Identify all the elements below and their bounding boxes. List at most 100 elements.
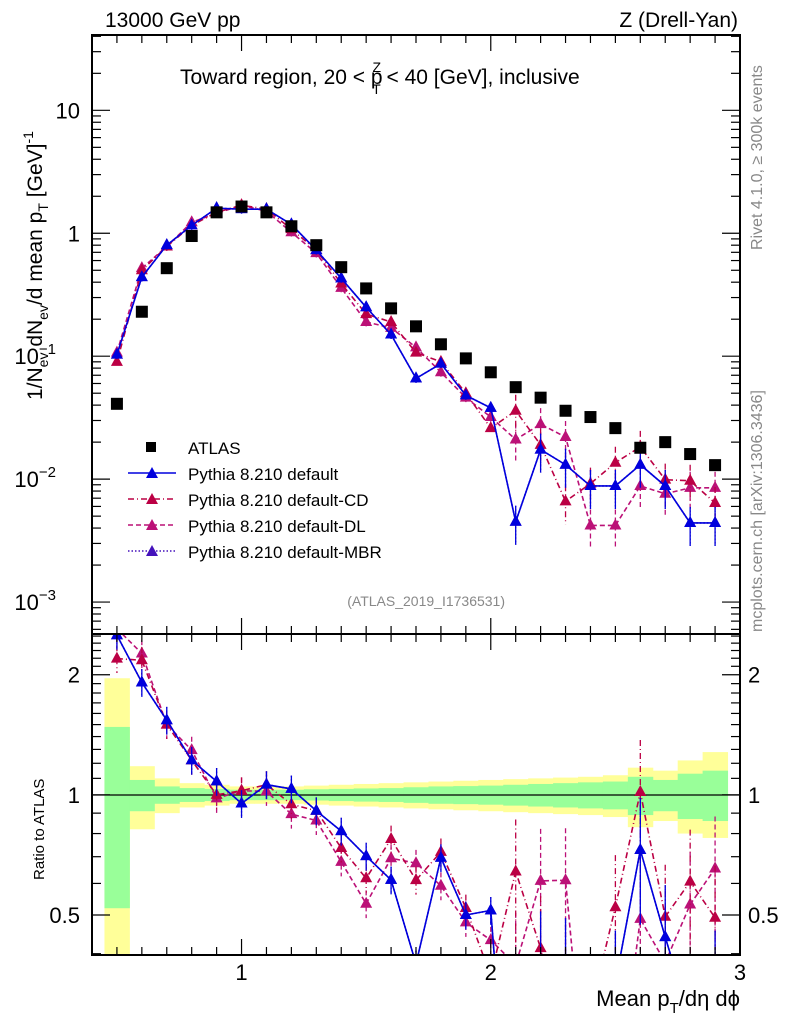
legend-item: Pythia 8.210 default-DL <box>128 517 366 536</box>
point-pythia-8-210-default-cd <box>110 354 123 366</box>
ratio-point-pythia-8-210-default <box>410 957 422 968</box>
point-atlas <box>135 305 148 318</box>
legend-marker-triangle <box>146 519 158 530</box>
ratio-point-pythia-8-210-default <box>135 675 148 687</box>
y-tick-label: 10−2 <box>14 464 56 492</box>
ratio-point-pythia-8-210-default-cd <box>135 653 148 665</box>
point-pythia-8-210-default <box>534 442 547 454</box>
ratio-point-pythia-8-210-default-dl <box>659 956 671 967</box>
ratio-point-pythia-8-210-default-dl <box>434 878 447 890</box>
ratio-y-tick-label-left: 1 <box>68 783 80 808</box>
title-sub: T <box>372 81 381 97</box>
ratio-point-pythia-8-210-default-mbr <box>709 976 721 987</box>
header-process-label: Z (Drell-Yan) <box>619 9 738 32</box>
legend-label: Pythia 8.210 default-DL <box>188 517 366 536</box>
rivet-version-label: Rivet 4.1.0, ≥ 300k events <box>749 65 766 250</box>
point-pythia-8-210-default-cd <box>135 263 148 275</box>
point-atlas <box>434 338 447 351</box>
ratio-point-pythia-8-210-default <box>385 872 398 884</box>
point-pythia-8-210-default <box>559 457 572 469</box>
point-pythia-8-210-default <box>609 478 622 490</box>
point-pythia-8-210-default-dl <box>509 432 522 444</box>
point-pythia-8-210-default-dl <box>559 430 572 442</box>
point-pythia-8-210-default <box>160 238 173 250</box>
point-pythia-8-210-default <box>335 271 348 283</box>
point-atlas <box>185 230 198 243</box>
point-pythia-8-210-default <box>459 388 472 400</box>
x-tick-label: 1 <box>235 960 247 985</box>
ratio-point-pythia-8-210-default-cd <box>235 783 248 795</box>
ratio-point-pythia-8-210-default-dl <box>684 897 697 909</box>
point-pythia-8-210-default <box>185 218 198 230</box>
ratio-point-pythia-8-210-default <box>634 842 647 854</box>
ratio-point-pythia-8-210-default-mbr <box>684 1012 696 1023</box>
point-atlas <box>235 200 248 213</box>
point-pythia-8-210-default <box>709 515 722 527</box>
ratio-line-pythia-8-210-default-cd <box>116 657 716 955</box>
ratio-point-pythia-8-210-default-mbr <box>535 956 547 967</box>
point-pythia-8-210-default <box>659 478 672 490</box>
point-pythia-8-210-default <box>484 400 497 412</box>
point-atlas <box>459 352 472 365</box>
ratio-point-pythia-8-210-default <box>684 1012 696 1023</box>
point-pythia-8-210-default <box>509 514 522 526</box>
ratio-point-pythia-8-210-default <box>185 753 198 765</box>
ratio-point-pythia-8-210-default <box>659 930 672 942</box>
point-pythia-8-210-default-dl <box>534 417 547 429</box>
point-pythia-8-210-default-cd <box>360 307 373 319</box>
band-green-stat-bin <box>677 773 704 820</box>
legend-label: Pythia 8.210 default <box>188 465 339 484</box>
point-pythia-8-210-default-dl <box>360 314 373 326</box>
ratio-point-pythia-8-210-default-dl <box>385 851 398 863</box>
ratio-point-pythia-8-210-default-dl <box>335 854 348 866</box>
ratio-point-pythia-8-210-default-dl <box>285 807 298 819</box>
x-tick-label: 3 <box>734 960 746 985</box>
ratio-point-pythia-8-210-default-cd <box>360 871 373 883</box>
point-atlas <box>385 302 398 315</box>
legend-item: Pythia 8.210 default-CD <box>128 491 369 510</box>
point-atlas <box>110 397 123 410</box>
point-pythia-8-210-default <box>684 515 697 527</box>
point-atlas <box>509 381 522 394</box>
ratio-point-pythia-8-210-default <box>285 781 298 793</box>
point-pythia-8-210-default <box>110 347 123 359</box>
ratio-point-pythia-8-210-default-mbr <box>410 957 422 968</box>
legend-marker-triangle <box>146 467 158 478</box>
point-pythia-8-210-default <box>360 300 373 312</box>
header-energy-label: 13000 GeV pp <box>105 9 240 32</box>
ratio-point-pythia-8-210-default-mbr <box>609 976 621 987</box>
analysis-id-label: (ATLAS_2019_I1736531) <box>347 593 505 609</box>
legend-item: Pythia 8.210 default <box>128 465 339 484</box>
point-atlas <box>484 366 497 379</box>
point-atlas <box>310 239 323 252</box>
point-atlas <box>534 391 547 404</box>
mcplots-credit-label: mcplots.cern.ch [arXiv:1306.3436] <box>749 390 766 632</box>
point-atlas <box>659 436 672 449</box>
y-tick-label: 10−1 <box>14 341 56 369</box>
ratio-y-tick-label-right: 1 <box>748 783 760 808</box>
legend-label: Pythia 8.210 default-CD <box>188 491 369 510</box>
point-pythia-8-210-default-dl <box>584 518 597 530</box>
legend: ATLAS Pythia 8.210 default Pythia 8.210 de… <box>128 439 382 562</box>
ratio-point-pythia-8-210-default <box>235 796 248 808</box>
point-pythia-8-210-default-cd <box>509 403 522 415</box>
point-pythia-8-210-default-cd <box>559 494 572 506</box>
point-atlas <box>709 459 722 472</box>
point-atlas <box>360 282 373 295</box>
point-atlas <box>584 411 597 424</box>
ratio-point-pythia-8-210-default <box>609 976 621 987</box>
ratio-point-pythia-8-210-default <box>310 803 323 815</box>
point-pythia-8-210-default-dl <box>385 320 398 332</box>
point-pythia-8-210-default-cd <box>385 314 398 326</box>
main-y-axis-label: 1/Nev dNev/d mean pT [GeV]-1 <box>20 131 51 400</box>
main-plot-data <box>110 198 722 549</box>
ratio-point-pythia-8-210-default <box>484 903 497 915</box>
point-pythia-8-210-default <box>584 478 597 490</box>
point-atlas <box>410 320 422 333</box>
point-atlas <box>634 441 647 454</box>
ratio-y-tick-label-right: 0.5 <box>748 903 779 928</box>
ratio-point-pythia-8-210-default-dl <box>360 896 373 908</box>
band-green-stat-bin <box>702 770 729 822</box>
legend-item: ATLAS <box>146 439 241 458</box>
ratio-frame <box>91 633 741 956</box>
